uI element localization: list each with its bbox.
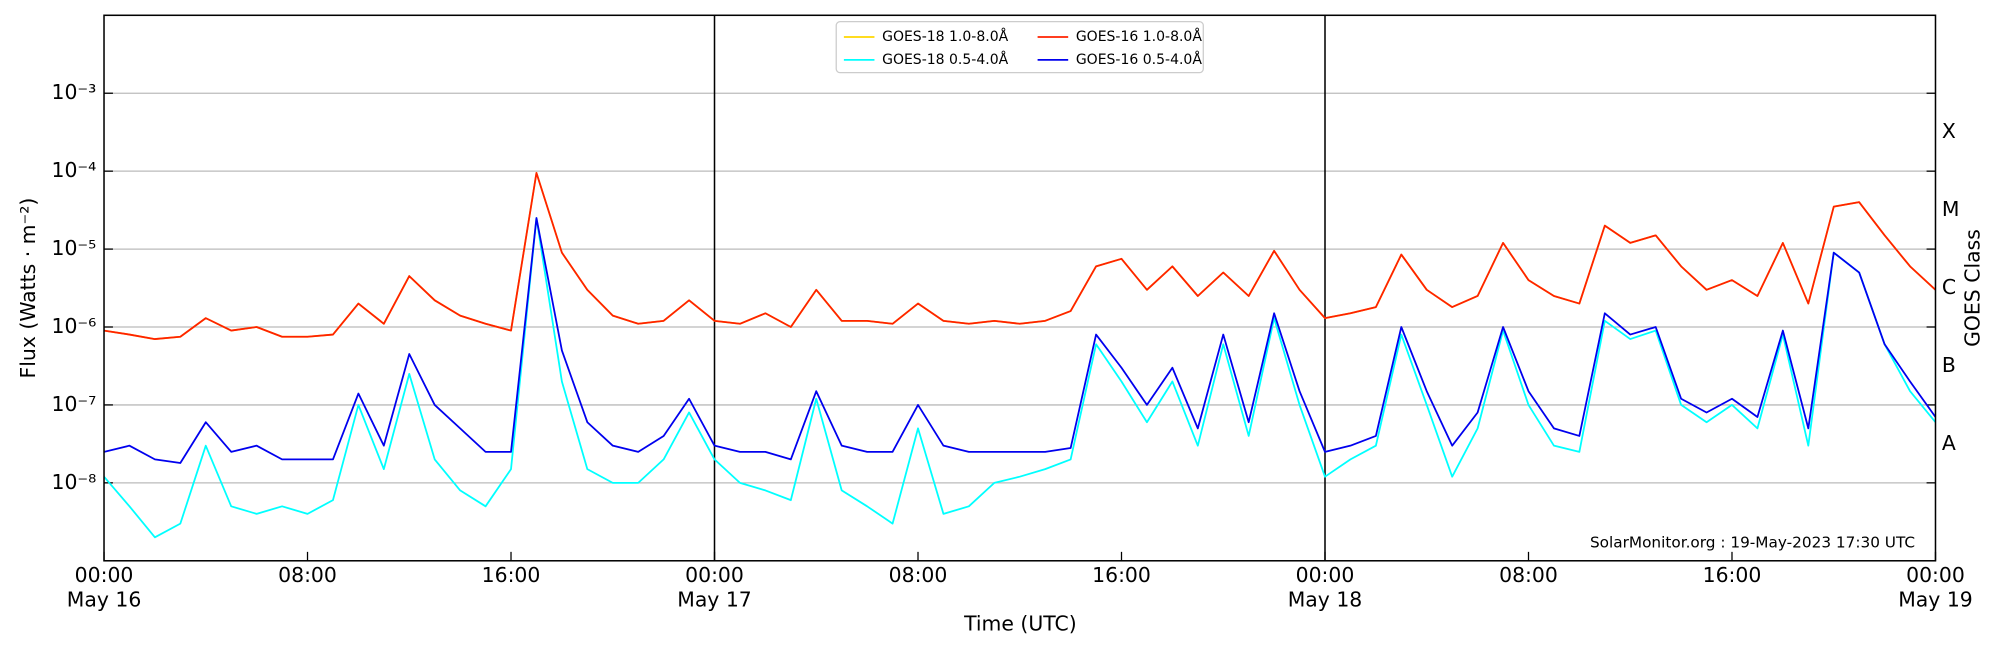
plot-frame <box>103 14 1937 562</box>
x-tick-label: 08:00 <box>889 563 948 587</box>
x-tick-label: 16:00 <box>1703 563 1762 587</box>
class-label: A <box>1942 431 1956 455</box>
x-tick-label: 08:00 <box>278 563 337 587</box>
y-tick-label: 10⁻⁸ <box>52 470 97 494</box>
x-tick-label: 16:00 <box>1092 563 1151 587</box>
y-tick-label: 10⁻⁴ <box>52 158 97 182</box>
class-label: X <box>1942 119 1956 143</box>
x-tick-label: 00:00 <box>685 563 744 587</box>
class-label: B <box>1942 353 1956 377</box>
x-tick-label: May 16 <box>67 587 142 611</box>
series-line <box>104 171 1936 340</box>
x-tick-label: 00:00 <box>75 563 134 587</box>
legend-label: GOES-18 1.0-8.0Å <box>882 28 1008 45</box>
y2-axis-label: GOES Class <box>1961 229 1985 347</box>
x-tick-label: 00:00 <box>1296 563 1355 587</box>
x-tick-label: 08:00 <box>1499 563 1558 587</box>
legend-box <box>835 21 1204 74</box>
x-tick-label: May 17 <box>677 587 752 611</box>
x-tick-label: May 18 <box>1288 587 1363 611</box>
class-label: C <box>1942 275 1956 299</box>
legend-label: GOES-16 0.5-4.0Å <box>1076 51 1202 68</box>
x-tick-label: 00:00 <box>1906 563 1965 587</box>
series-line <box>104 217 1936 464</box>
class-label: M <box>1942 197 1960 221</box>
x-tick-label: 16:00 <box>482 563 541 587</box>
x-tick-label: May 19 <box>1898 587 1973 611</box>
series-line <box>104 217 1936 539</box>
y-tick-label: 10⁻⁵ <box>52 236 97 260</box>
y-tick-label: 10⁻⁷ <box>52 392 97 416</box>
x-axis-label: Time (UTC) <box>963 612 1077 636</box>
y-tick-label: 10⁻³ <box>52 80 97 104</box>
legend-label: GOES-16 1.0-8.0Å <box>1076 28 1202 45</box>
series-line <box>104 171 1936 340</box>
y-tick-label: 10⁻⁶ <box>52 314 97 338</box>
annotation: SolarMonitor.org : 19-May-2023 17:30 UTC <box>1590 533 1915 551</box>
legend-label: GOES-18 0.5-4.0Å <box>882 51 1008 68</box>
y-axis-label: Flux (Watts · m⁻²) <box>16 198 40 379</box>
